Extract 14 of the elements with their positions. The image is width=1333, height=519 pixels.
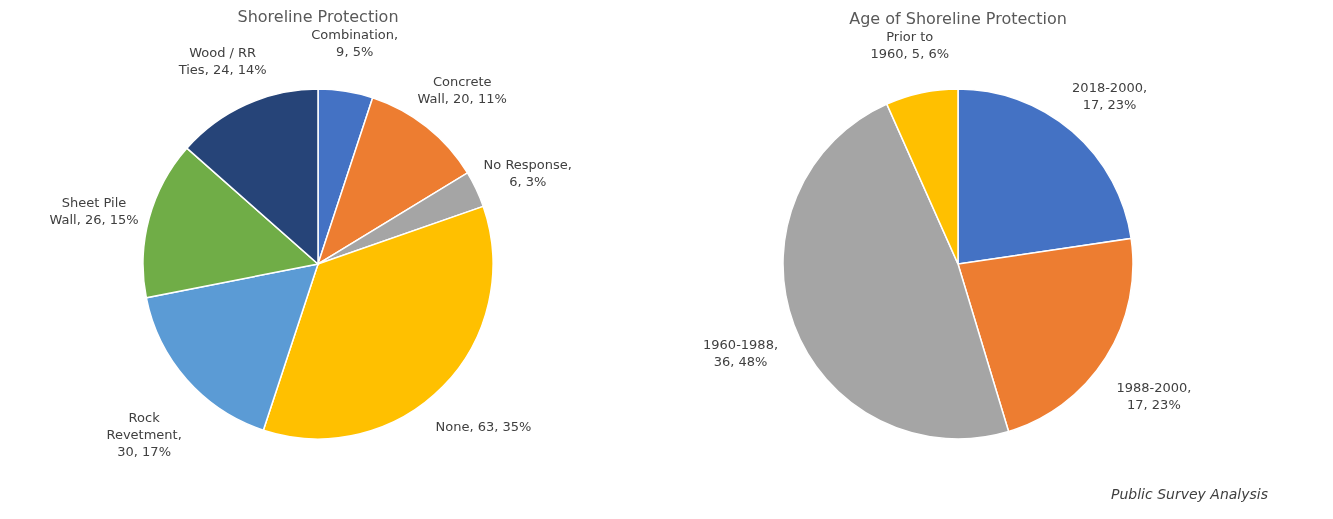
slice-label: Combination, 9, 5%	[311, 26, 399, 59]
slice-label: Sheet Pile Wall, 26, 15%	[49, 195, 139, 228]
chart-title: Shoreline Protection	[237, 6, 399, 26]
slice-label: 2018-2000, 17, 23%	[1072, 80, 1148, 113]
slice-label: Prior to 1960, 5, 6%	[870, 29, 950, 62]
slice-label: Wood / RR Ties, 24, 14%	[177, 44, 267, 77]
slice-label: None, 63, 35%	[435, 418, 532, 434]
slice-label: 1988-2000, 17, 23%	[1116, 380, 1192, 413]
text: Public Survey Analysis	[1111, 486, 1268, 502]
slice-label: Rock Revetment, 30, 17%	[106, 409, 182, 459]
chart-title: Age of Shoreline Protection	[849, 9, 1067, 29]
slice-label: No Response, 6, 3%	[483, 156, 572, 189]
slice-label: Concrete Wall, 20, 11%	[417, 74, 507, 107]
slice-label: 1960-1988, 36, 48%	[703, 336, 779, 369]
